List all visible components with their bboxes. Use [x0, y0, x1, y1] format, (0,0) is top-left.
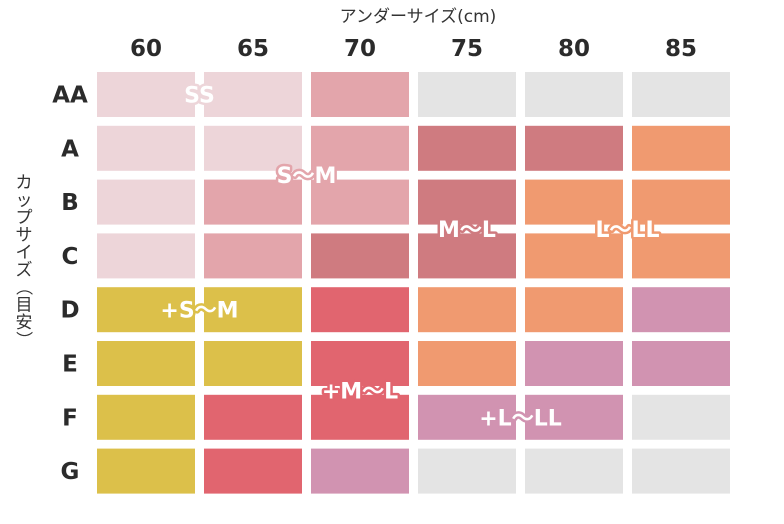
cell-F-65	[204, 394, 302, 440]
y-axis-title-char: 目	[16, 296, 33, 316]
cell-G-80	[525, 448, 623, 494]
y-axis-title-char: イ	[16, 243, 33, 263]
column-label-75: 75	[451, 36, 483, 62]
x-axis-title: アンダーサイズ(cm)	[340, 7, 497, 27]
cell-A-80	[525, 125, 623, 171]
cell-G-65	[204, 448, 302, 494]
cell-AA-60	[97, 72, 195, 117]
cell-E-75	[418, 341, 516, 386]
cell-C-80	[525, 233, 623, 279]
row-label-E: E	[62, 352, 78, 378]
cell-C-65	[204, 233, 302, 279]
row-label-D: D	[60, 298, 79, 324]
cell-D-80	[525, 287, 623, 333]
cell-B-85	[632, 179, 730, 225]
cell-E-60	[97, 341, 195, 386]
cell-D-85	[632, 287, 730, 333]
y-axis-title-char: ）	[13, 331, 33, 348]
column-label-80: 80	[558, 36, 590, 62]
zone-label: M〜L	[438, 218, 496, 243]
column-label-65: 65	[237, 36, 269, 62]
cell-C-75	[418, 233, 516, 279]
zone-label: S〜M	[277, 164, 337, 189]
heatmap-cells	[97, 72, 730, 494]
cell-A-85	[632, 125, 730, 171]
cell-AA-75	[418, 72, 516, 117]
cell-G-60	[97, 448, 195, 494]
cell-F-70	[311, 394, 409, 440]
cell-B-80	[525, 179, 623, 225]
cell-A-70	[311, 125, 409, 171]
row-label-G: G	[61, 459, 80, 485]
cell-A-75	[418, 125, 516, 171]
cell-AA-85	[632, 72, 730, 117]
row-label-B: B	[61, 190, 79, 216]
row-label-C: C	[62, 244, 79, 270]
cell-D-60	[97, 287, 195, 333]
cell-G-70	[311, 448, 409, 494]
y-axis-title-char: カ	[16, 173, 33, 193]
column-labels: 60 65 70 75 80 85	[130, 36, 697, 62]
y-axis-title-char: サ	[16, 226, 33, 246]
cell-A-65	[204, 125, 302, 171]
y-axis-title-char: プ	[16, 208, 33, 228]
cell-E-80	[525, 341, 623, 386]
cell-B-75	[418, 179, 516, 225]
zone-label: L〜LL	[595, 218, 659, 243]
column-label-60: 60	[130, 36, 162, 62]
zone-label: +S〜M	[160, 299, 238, 324]
y-axis-title-char: ズ	[16, 261, 33, 281]
cell-A-60	[97, 125, 195, 171]
y-axis-title-char: 安	[16, 313, 33, 333]
zone-label: +L〜LL	[479, 406, 562, 431]
row-label-AA: AA	[52, 83, 88, 109]
cell-E-65	[204, 341, 302, 386]
column-label-85: 85	[665, 36, 697, 62]
cell-AA-80	[525, 72, 623, 117]
y-axis-title-char: ッ	[16, 191, 33, 211]
zone-label: +M〜L	[322, 379, 398, 404]
cell-AA-65	[204, 72, 302, 117]
cell-G-85	[632, 448, 730, 494]
y-axis-title-char: （	[13, 279, 33, 296]
cell-G-75	[418, 448, 516, 494]
column-label-70: 70	[344, 36, 376, 62]
cell-D-70	[311, 287, 409, 333]
cell-F-80	[525, 394, 623, 440]
cell-D-75	[418, 287, 516, 333]
cell-C-60	[97, 233, 195, 279]
row-label-A: A	[61, 136, 79, 162]
cell-E-70	[311, 341, 409, 386]
cell-B-65	[204, 179, 302, 225]
cell-B-70	[311, 179, 409, 225]
zone-label: SS	[184, 84, 215, 109]
cell-C-70	[311, 233, 409, 279]
cell-C-85	[632, 233, 730, 279]
cell-F-75	[418, 394, 516, 440]
cell-F-60	[97, 394, 195, 440]
row-label-F: F	[62, 405, 78, 431]
cell-F-85	[632, 394, 730, 440]
cell-E-85	[632, 341, 730, 386]
cell-D-65	[204, 287, 302, 333]
zone-labels: SS S〜M M〜L L〜LL +S〜M +M〜L +L〜LL	[158, 81, 662, 434]
cell-AA-70	[311, 72, 409, 117]
cell-B-60	[97, 179, 195, 225]
